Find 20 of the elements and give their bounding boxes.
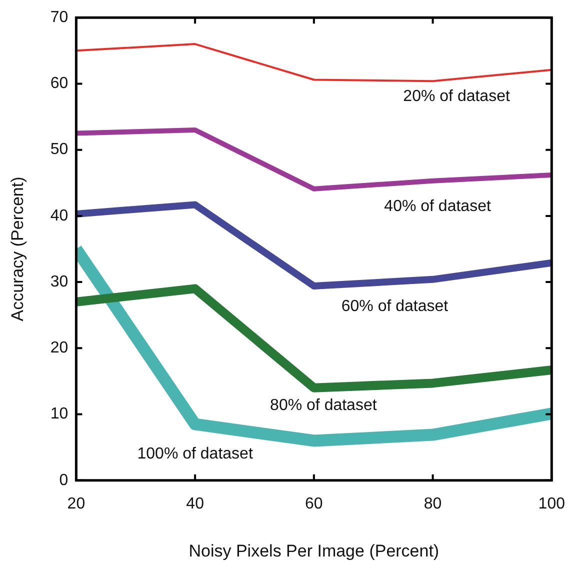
x-tick-label: 100	[538, 495, 566, 512]
y-tick-label: 40	[50, 207, 68, 224]
y-tick-label: 70	[50, 9, 68, 26]
y-tick-label: 0	[59, 472, 68, 489]
x-tick-label: 60	[305, 495, 323, 512]
series-label: 20% of dataset	[403, 88, 510, 106]
series-label: 100% of dataset	[137, 446, 254, 463]
x-tick-label: 80	[424, 495, 442, 512]
y-axis-title: Accuracy (Percent)	[8, 176, 27, 322]
series-label: 80% of dataset	[270, 396, 378, 414]
y-tick-label: 60	[50, 75, 68, 92]
y-tick-label: 50	[50, 141, 68, 158]
series-label: 40% of dataset	[384, 198, 492, 216]
y-tick-label: 20	[50, 340, 68, 357]
x-tick-label: 40	[186, 495, 204, 512]
x-axis-title: Noisy Pixels Per Image (Percent)	[188, 541, 440, 560]
series-label: 60% of dataset	[341, 298, 449, 315]
y-tick-label: 30	[50, 273, 68, 290]
y-tick-label: 10	[50, 406, 68, 423]
x-tick-label: 20	[67, 495, 86, 512]
